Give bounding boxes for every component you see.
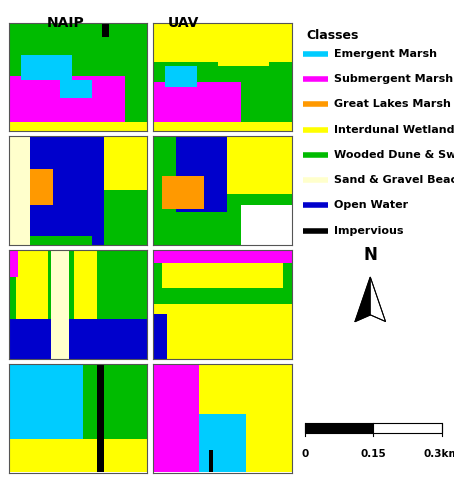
Text: Impervious: Impervious (334, 226, 403, 236)
Polygon shape (370, 277, 385, 322)
Bar (373, 423, 442, 433)
Text: Wooded Dune & Swale Complex: Wooded Dune & Swale Complex (334, 150, 454, 160)
Text: UAV: UAV (168, 16, 200, 30)
Text: 0.3km: 0.3km (424, 448, 454, 458)
Text: Classes: Classes (306, 29, 359, 42)
Text: Great Lakes Marsh: Great Lakes Marsh (334, 99, 451, 109)
Text: 0.15: 0.15 (360, 448, 386, 458)
Text: Submergent Marsh: Submergent Marsh (334, 74, 453, 84)
Text: NAIP: NAIP (47, 16, 85, 30)
Text: Open Water: Open Water (334, 200, 408, 210)
Text: 0: 0 (301, 448, 308, 458)
Text: Emergent Marsh: Emergent Marsh (334, 48, 437, 58)
Text: N: N (363, 246, 377, 264)
Text: Interdunal Wetlands: Interdunal Wetlands (334, 124, 454, 134)
Text: Sand & Gravel Beach: Sand & Gravel Beach (334, 175, 454, 185)
Polygon shape (355, 277, 370, 322)
Bar (305, 423, 373, 433)
Bar (305, 423, 442, 433)
